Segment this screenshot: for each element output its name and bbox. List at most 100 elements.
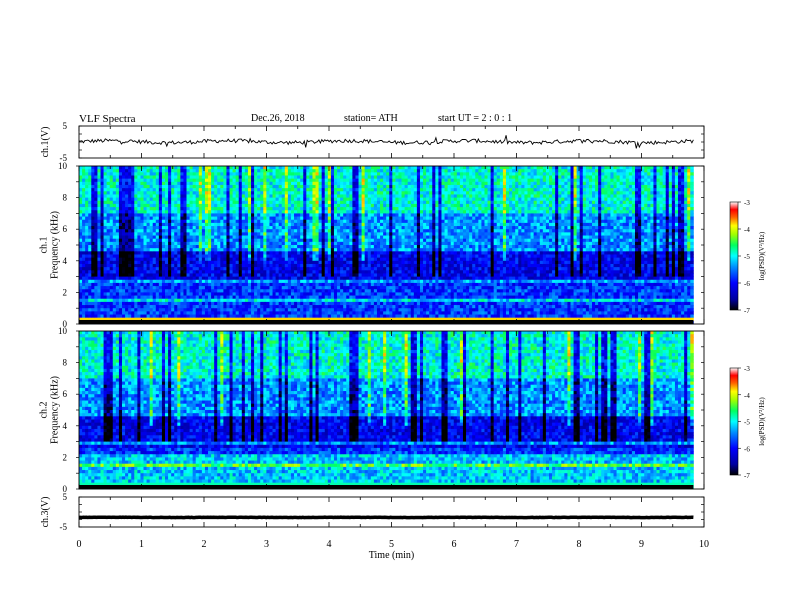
spectrogram-cell (118, 166, 123, 170)
spectrogram-cell (171, 178, 175, 183)
spectrogram-cell (211, 238, 215, 243)
spectrogram-cell (241, 207, 246, 211)
spectrogram-cell (134, 257, 138, 262)
spectrogram-cell (109, 308, 114, 312)
spectrogram-cell (309, 178, 313, 183)
spectrogram-cell (376, 226, 381, 230)
spectrogram-cell (131, 172, 135, 176)
spectrogram-cell (254, 260, 258, 265)
spectrogram-cell (208, 286, 212, 290)
spectrogram-cell (306, 232, 310, 236)
spectrogram-cell (88, 181, 92, 186)
spectrogram-cell (337, 172, 341, 176)
spectrogram-cell (263, 305, 267, 309)
spectrogram-cell (303, 270, 307, 274)
spectrogram-cell (211, 175, 215, 180)
spectrogram-cell (174, 216, 178, 221)
spectrogram-cell (229, 295, 233, 300)
spectrogram-cell (94, 276, 98, 281)
spectrogram-cell (79, 226, 83, 230)
spectrogram-cell (220, 210, 224, 214)
spectrogram-cell (186, 238, 190, 243)
spectrogram-cell (260, 226, 264, 230)
spectrogram-cell (244, 270, 249, 274)
spectrogram-cell (149, 181, 154, 186)
spectrogram-cell (128, 267, 132, 271)
spectrogram-cell (364, 289, 369, 293)
spectrogram-cell (155, 254, 160, 259)
spectrogram-cell (82, 254, 86, 259)
spectrogram-cell (88, 311, 92, 315)
spectrogram-cell (281, 232, 286, 236)
spectrogram-cell (208, 219, 212, 224)
spectrogram-cell (189, 263, 194, 268)
spectrogram-cell (171, 273, 175, 277)
spectrogram-cell (155, 200, 160, 205)
spectrogram-cell (198, 263, 203, 268)
spectrogram-cell (128, 263, 132, 268)
spectrogram-cell (290, 200, 295, 205)
spectrogram-cell (118, 301, 123, 306)
spectrogram-cell (290, 235, 295, 240)
spectrogram-cell (168, 188, 172, 192)
spectrogram-cell (82, 257, 86, 262)
spectrogram-cell (226, 197, 230, 202)
spectrogram-cell (201, 200, 206, 205)
spectrogram-cell (100, 305, 104, 309)
spectrogram-cell (211, 216, 215, 221)
spectrogram-cell (220, 200, 224, 205)
spectrogram-cell (97, 216, 101, 221)
spectrogram-cell (174, 267, 178, 271)
spectrogram-cell (208, 238, 212, 243)
spectrogram-cell (361, 197, 366, 202)
spectrogram-cell (367, 267, 372, 271)
spectrogram-cell (275, 203, 280, 208)
spectrogram-cell (208, 175, 212, 180)
spectrogram-cell (318, 241, 323, 246)
spectrogram-cell (281, 216, 286, 221)
spectrogram-cell (367, 286, 372, 290)
spectrogram-cell (315, 203, 319, 208)
spectrogram-cell (266, 166, 270, 170)
spectrogram-cell (103, 166, 108, 170)
spectrogram-cell (88, 166, 92, 170)
spectrogram-cell (346, 245, 350, 249)
spectrogram-cell (174, 301, 178, 306)
spectrogram-cell (125, 248, 129, 252)
spectrogram-cell (287, 279, 292, 284)
spectrogram-cell (294, 267, 298, 271)
spectrogram-cell (131, 289, 135, 293)
spectrogram-cell (290, 216, 295, 221)
spectrogram-cell (229, 235, 233, 240)
spectrogram-cell (297, 308, 301, 312)
spectrogram-cell (324, 263, 329, 268)
spectrogram-cell (257, 298, 261, 303)
spectrogram-cell (155, 298, 160, 303)
spectrogram-cell (180, 273, 184, 277)
spectrogram-cell (220, 267, 224, 271)
spectrogram-cell (168, 311, 172, 315)
spectrogram-cell (254, 298, 258, 303)
spectrogram-cell (217, 245, 221, 249)
spectrogram-cell (346, 172, 350, 176)
spectrogram-cell (343, 169, 347, 173)
spectrogram-cell (324, 276, 329, 281)
spectrogram-cell (211, 191, 215, 195)
spectrogram-cell (229, 254, 233, 259)
spectrogram-cell (361, 308, 366, 312)
spectrogram-cell (198, 308, 203, 312)
spectrogram-cell (238, 257, 243, 262)
spectrogram-cell (211, 257, 215, 262)
spectrogram-cell (208, 254, 212, 259)
spectrogram-cell (103, 305, 108, 309)
spectrogram-cell (340, 238, 344, 243)
spectrogram-cell (128, 175, 132, 180)
spectrogram-cell (85, 251, 89, 255)
spectrogram-cell (192, 308, 197, 312)
spectrogram-cell (376, 308, 381, 312)
spectrogram-cell (263, 219, 267, 224)
spectrogram-cell (183, 219, 187, 224)
spectrogram-cell (195, 232, 200, 236)
spectrogram-cell (186, 188, 190, 192)
spectrogram-cell (112, 263, 117, 268)
